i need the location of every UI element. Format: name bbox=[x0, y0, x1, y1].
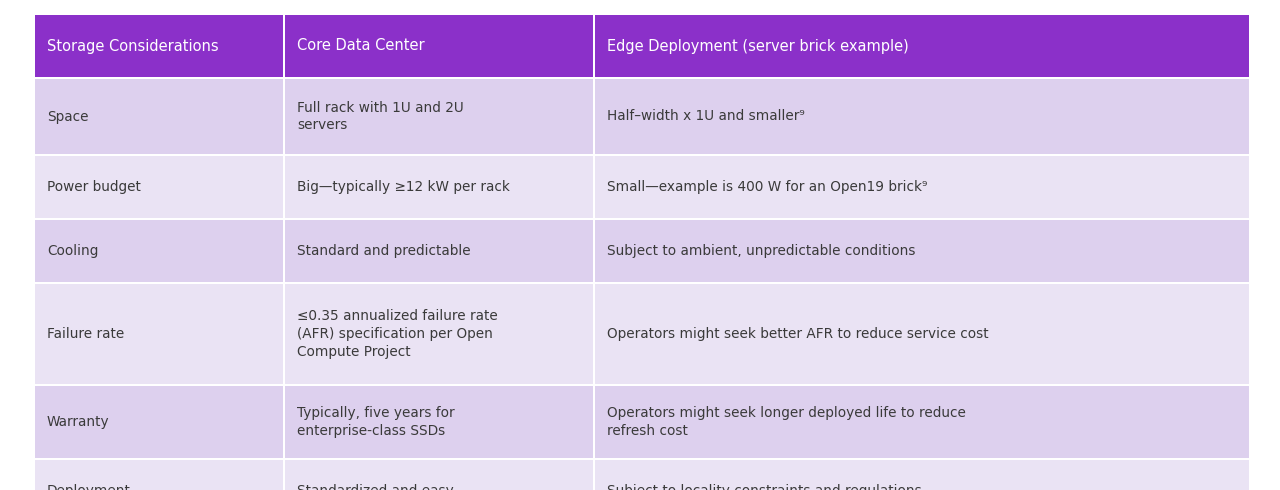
Bar bbox=[35, 460, 283, 490]
Text: Typically, five years for
enterprise-class SSDs: Typically, five years for enterprise-cla… bbox=[297, 406, 454, 438]
Bar bbox=[595, 386, 1249, 458]
Text: Operators might seek longer deployed life to reduce
refresh cost: Operators might seek longer deployed lif… bbox=[607, 406, 966, 438]
Bar bbox=[35, 79, 283, 154]
Bar bbox=[35, 156, 283, 218]
Text: Operators might seek better AFR to reduce service cost: Operators might seek better AFR to reduc… bbox=[607, 327, 988, 341]
Bar bbox=[35, 77, 1249, 79]
Bar bbox=[35, 15, 283, 77]
Bar bbox=[35, 220, 283, 282]
Bar bbox=[593, 15, 595, 490]
Bar bbox=[285, 284, 593, 384]
Text: Cooling: Cooling bbox=[47, 244, 99, 258]
Text: Subject to locality constraints and regulations: Subject to locality constraints and regu… bbox=[607, 484, 922, 490]
Bar bbox=[283, 15, 285, 490]
Bar bbox=[595, 156, 1249, 218]
Bar bbox=[595, 15, 1249, 77]
Bar bbox=[595, 79, 1249, 154]
Text: Failure rate: Failure rate bbox=[47, 327, 124, 341]
Text: Deployment: Deployment bbox=[47, 484, 131, 490]
Bar bbox=[35, 384, 1249, 386]
Bar bbox=[35, 154, 1249, 156]
Text: Warranty: Warranty bbox=[47, 415, 110, 429]
Bar bbox=[285, 79, 593, 154]
Text: Edge Deployment (server brick example): Edge Deployment (server brick example) bbox=[607, 39, 909, 53]
Text: Standard and predictable: Standard and predictable bbox=[297, 244, 471, 258]
Text: Small—example is 400 W for an Open19 brick⁹: Small—example is 400 W for an Open19 bri… bbox=[607, 180, 928, 194]
Bar bbox=[595, 284, 1249, 384]
Text: Half–width x 1U and smaller⁹: Half–width x 1U and smaller⁹ bbox=[607, 109, 805, 123]
Text: Full rack with 1U and 2U
servers: Full rack with 1U and 2U servers bbox=[297, 100, 463, 132]
Bar bbox=[595, 220, 1249, 282]
Text: Power budget: Power budget bbox=[47, 180, 141, 194]
Bar bbox=[35, 218, 1249, 220]
Bar bbox=[35, 458, 1249, 460]
Bar bbox=[35, 284, 283, 384]
Bar bbox=[285, 220, 593, 282]
Text: Standardized and easy: Standardized and easy bbox=[297, 484, 453, 490]
Bar bbox=[285, 15, 593, 77]
Bar bbox=[35, 386, 283, 458]
Bar bbox=[35, 282, 1249, 284]
Text: Core Data Center: Core Data Center bbox=[297, 39, 425, 53]
Text: Storage Considerations: Storage Considerations bbox=[47, 39, 219, 53]
Bar bbox=[285, 460, 593, 490]
Text: Big—typically ≥12 kW per rack: Big—typically ≥12 kW per rack bbox=[297, 180, 509, 194]
Bar bbox=[285, 156, 593, 218]
Bar bbox=[595, 460, 1249, 490]
Text: ≤0.35 annualized failure rate
(AFR) specification per Open
Compute Project: ≤0.35 annualized failure rate (AFR) spec… bbox=[297, 309, 498, 359]
Text: Space: Space bbox=[47, 109, 88, 123]
Bar bbox=[285, 386, 593, 458]
Text: Subject to ambient, unpredictable conditions: Subject to ambient, unpredictable condit… bbox=[607, 244, 915, 258]
